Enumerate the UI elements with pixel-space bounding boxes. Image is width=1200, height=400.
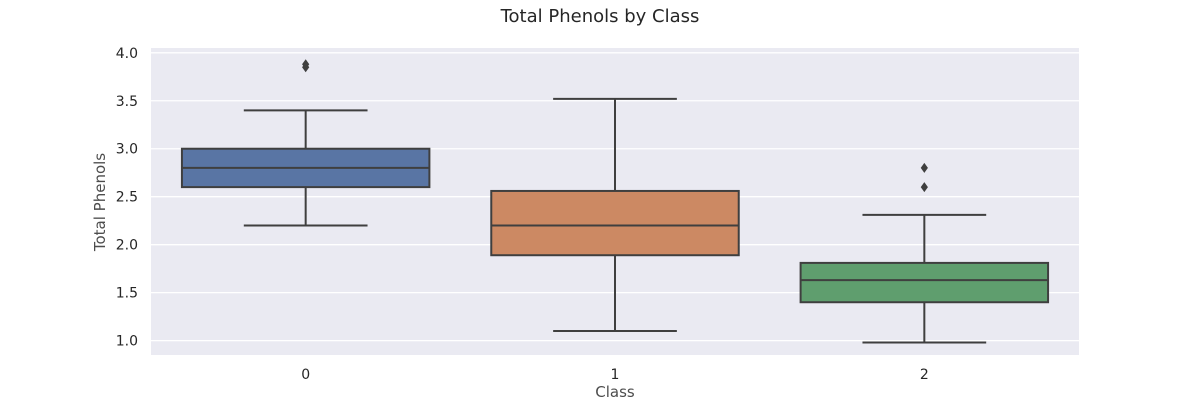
chart-title: Total Phenols by Class: [500, 6, 700, 27]
y-tick-label: 1.0: [116, 334, 138, 350]
box-iqr: [799, 261, 1050, 304]
x-axis-ticks: 0 1 2: [301, 367, 929, 383]
y-tick-label: 2.0: [116, 238, 138, 254]
y-tick-label: 2.5: [116, 190, 138, 206]
y-axis-label: Total Phenols: [91, 153, 109, 252]
x-tick-label: 1: [611, 367, 620, 383]
x-tick-label: 0: [301, 367, 310, 383]
outlier-point: [920, 162, 928, 173]
y-tick-label: 1.5: [116, 286, 138, 302]
y-axis-ticks: 1.0 1.5 2.0 2.5 3.0 3.5 4.0: [116, 46, 138, 350]
y-tick-label: 4.0: [116, 46, 138, 62]
x-axis-label: Class: [595, 383, 635, 400]
x-tick-label: 2: [920, 367, 929, 383]
outlier-point: [302, 59, 310, 70]
y-tick-label: 3.5: [116, 94, 138, 110]
y-tick-label: 3.0: [116, 142, 138, 158]
outlier-point: [920, 182, 928, 193]
boxes: [180, 59, 1050, 344]
box-iqr: [490, 189, 740, 257]
